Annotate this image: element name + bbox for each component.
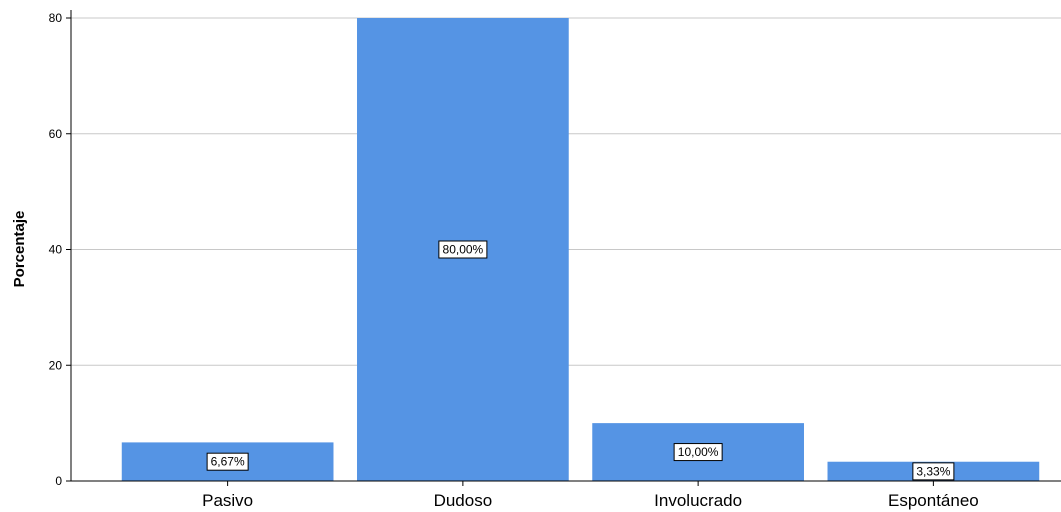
y-tick-label: 20 — [49, 358, 63, 372]
axes — [66, 10, 1061, 486]
x-tick-label: Espontáneo — [888, 491, 979, 510]
data-label: 80,00% — [443, 243, 484, 257]
data-label-box — [438, 240, 488, 259]
x-tick-label: Pasivo — [202, 491, 253, 510]
x-tick-label: Involucrado — [654, 491, 742, 510]
data-label-box — [912, 462, 955, 481]
y-axis-title: Porcentaje — [11, 211, 28, 288]
y-tick-label: 60 — [49, 127, 63, 141]
data-label-box — [206, 452, 249, 471]
y-tick-label: 40 — [49, 243, 63, 257]
x-tick-label: Dudoso — [434, 491, 493, 510]
y-tick-label: 0 — [55, 474, 62, 488]
data-label: 6,67% — [211, 455, 245, 469]
data-label: 3,33% — [916, 464, 950, 478]
data-label: 10,00% — [678, 445, 719, 459]
labels: 0 20 40 60 80 6,67% Pasivo 80,00% Dudoso 10,00% In… — [49, 11, 979, 510]
data-label-box — [673, 443, 723, 462]
y-tick-label: 80 — [49, 11, 63, 25]
